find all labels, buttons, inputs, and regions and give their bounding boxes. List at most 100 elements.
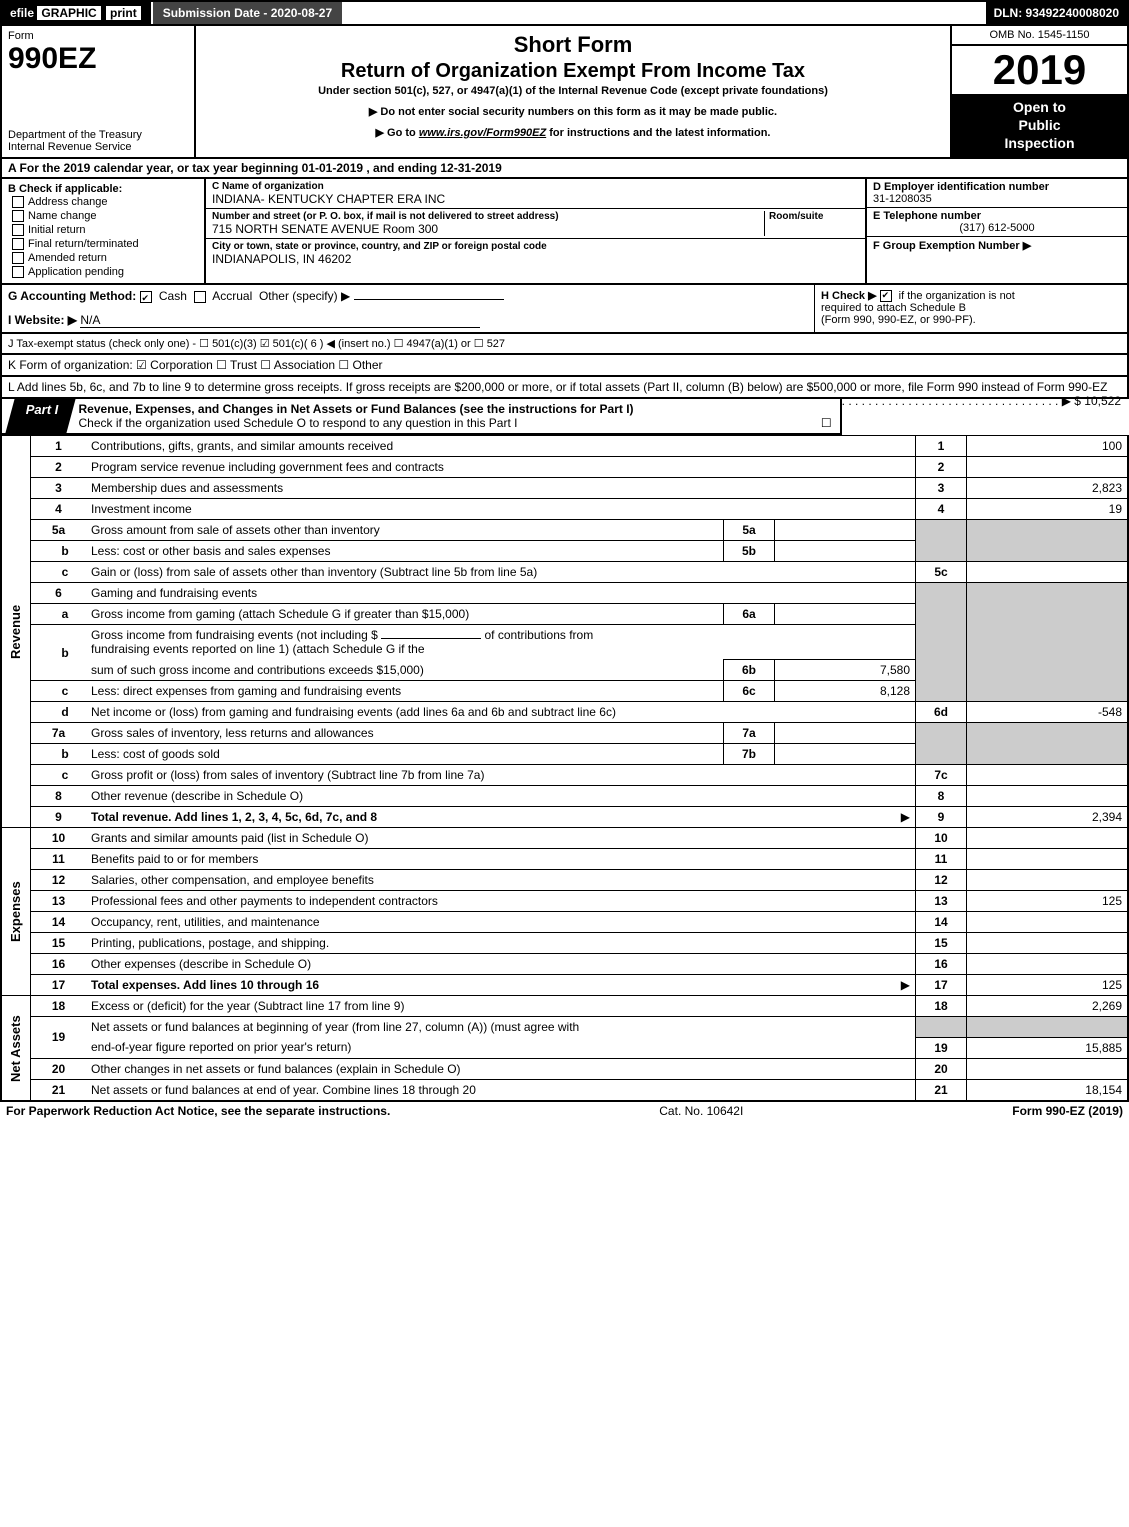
table-row: 8 Other revenue (describe in Schedule O)… bbox=[1, 786, 1128, 807]
shaded-cell bbox=[916, 520, 967, 562]
checkbox-icon[interactable] bbox=[12, 210, 24, 222]
l-text: L Add lines 5b, 6c, and 7b to line 9 to … bbox=[8, 380, 1107, 394]
val-col bbox=[967, 912, 1129, 933]
line-no: b bbox=[31, 625, 87, 681]
other-specify-line[interactable] bbox=[354, 299, 504, 300]
table-row: 15 Printing, publications, postage, and … bbox=[1, 933, 1128, 954]
line-desc: Gross amount from sale of assets other t… bbox=[86, 520, 724, 541]
line-desc: Less: cost or other basis and sales expe… bbox=[86, 541, 724, 562]
line-desc: Gross income from fundraising events (no… bbox=[86, 625, 916, 660]
contrib-blank[interactable] bbox=[381, 638, 481, 639]
org-info: C Name of organization INDIANA- KENTUCKY… bbox=[206, 179, 865, 284]
table-row: c Gain or (loss) from sale of assets oth… bbox=[1, 562, 1128, 583]
print-label[interactable]: print bbox=[106, 6, 141, 20]
line-g: G Accounting Method: Cash Accrual Other … bbox=[8, 289, 808, 303]
irs-link[interactable]: www.irs.gov/Form990EZ bbox=[419, 127, 546, 139]
note2-pre: ▶ Go to bbox=[376, 127, 419, 139]
table-row: 6 Gaming and fundraising events bbox=[1, 583, 1128, 604]
num-col: 9 bbox=[916, 807, 967, 828]
table-row: Net Assets 18 Excess or (deficit) for th… bbox=[1, 996, 1128, 1017]
line-no: 2 bbox=[31, 457, 87, 478]
short-form-title: Short Form bbox=[202, 32, 944, 58]
dept-line1: Department of the Treasury bbox=[8, 129, 188, 141]
chk-text: Final return/terminated bbox=[28, 238, 139, 250]
tax-year: 2019 bbox=[952, 46, 1127, 94]
checkbox-h-icon[interactable] bbox=[880, 290, 892, 302]
part-1-title: Revenue, Expenses, and Changes in Net As… bbox=[71, 399, 840, 433]
checkbox-icon[interactable] bbox=[12, 224, 24, 236]
shaded-cell bbox=[916, 723, 967, 765]
checkbox-icon[interactable] bbox=[12, 238, 24, 250]
part1-check-box[interactable]: ☐ bbox=[821, 416, 832, 430]
h-text1: if the organization is not bbox=[899, 290, 1015, 302]
row-g-h-i: G Accounting Method: Cash Accrual Other … bbox=[0, 285, 1129, 334]
inspection-l2: Public bbox=[956, 116, 1123, 134]
num-col: 18 bbox=[916, 996, 967, 1017]
graphic-label: GRAPHIC bbox=[37, 6, 100, 20]
g-cash: Cash bbox=[159, 289, 187, 303]
under-section: Under section 501(c), 527, or 4947(a)(1)… bbox=[202, 85, 944, 97]
g-other: Other (specify) ▶ bbox=[259, 289, 350, 303]
check-b: B Check if applicable: Address change Na… bbox=[2, 179, 206, 284]
table-row: 3 Membership dues and assessments 3 2,82… bbox=[1, 478, 1128, 499]
checkbox-icon[interactable] bbox=[12, 252, 24, 264]
line-desc: end-of-year figure reported on prior yea… bbox=[86, 1037, 916, 1058]
checkbox-icon[interactable] bbox=[12, 266, 24, 278]
inner-num: 6c bbox=[724, 681, 775, 702]
line-desc: sum of such gross income and contributio… bbox=[86, 660, 724, 681]
inspection-box: Open to Public Inspection bbox=[952, 94, 1127, 157]
check-b-label: B Check if applicable: bbox=[8, 183, 198, 195]
chk-text: Initial return bbox=[28, 224, 85, 236]
topbar-left: efile GRAPHIC print Submission Date - 20… bbox=[2, 2, 342, 24]
line-no: 15 bbox=[31, 933, 87, 954]
l9-desc: Total revenue. Add lines 1, 2, 3, 4, 5c,… bbox=[91, 810, 377, 824]
line-desc: Program service revenue including govern… bbox=[86, 457, 916, 478]
num-col: 3 bbox=[916, 478, 967, 499]
l17-desc: Total expenses. Add lines 10 through 16 bbox=[91, 978, 319, 992]
val-col: 19 bbox=[967, 499, 1129, 520]
num-col: 1 bbox=[916, 436, 967, 457]
check-item-pending[interactable]: Application pending bbox=[12, 265, 198, 279]
line-no: 11 bbox=[31, 849, 87, 870]
inner-val bbox=[775, 723, 916, 744]
checkbox-accrual-icon[interactable] bbox=[194, 291, 206, 303]
c-value: INDIANA- KENTUCKY CHAPTER ERA INC bbox=[212, 192, 859, 206]
arrow-icon: ▶ bbox=[901, 978, 910, 992]
d-value: 31-1208035 bbox=[873, 193, 1121, 205]
line-no: 20 bbox=[31, 1058, 87, 1079]
line-no: 7a bbox=[31, 723, 87, 744]
table-row: 21 Net assets or fund balances at end of… bbox=[1, 1079, 1128, 1101]
check-item-name[interactable]: Name change bbox=[12, 209, 198, 223]
line-no: 19 bbox=[31, 1017, 87, 1059]
check-item-address[interactable]: Address change bbox=[12, 195, 198, 209]
top-bar: efile GRAPHIC print Submission Date - 20… bbox=[0, 0, 1129, 26]
city-label: City or town, state or province, country… bbox=[212, 241, 859, 252]
table-row: d Net income or (loss) from gaming and f… bbox=[1, 702, 1128, 723]
arrow-icon: ▶ bbox=[901, 810, 910, 824]
table-row: 20 Other changes in net assets or fund b… bbox=[1, 1058, 1128, 1079]
line-desc: Gross profit or (loss) from sales of inv… bbox=[86, 765, 916, 786]
line-i: I Website: ▶ N/A bbox=[8, 313, 808, 328]
table-row: 13 Professional fees and other payments … bbox=[1, 891, 1128, 912]
note-goto: ▶ Go to www.irs.gov/Form990EZ for instru… bbox=[202, 126, 944, 139]
num-col: 13 bbox=[916, 891, 967, 912]
line-no: 4 bbox=[31, 499, 87, 520]
check-item-initial[interactable]: Initial return bbox=[12, 223, 198, 237]
row-k: K Form of organization: ☑ Corporation ☐ … bbox=[0, 355, 1129, 377]
l6b-d3: fundraising events reported on line 1) (… bbox=[91, 642, 425, 656]
line-no: 3 bbox=[31, 478, 87, 499]
check-item-final[interactable]: Final return/terminated bbox=[12, 237, 198, 251]
table-row: 16 Other expenses (describe in Schedule … bbox=[1, 954, 1128, 975]
line-no: d bbox=[31, 702, 87, 723]
table-row: c Gross profit or (loss) from sales of i… bbox=[1, 765, 1128, 786]
num-col: 6d bbox=[916, 702, 967, 723]
d-label: D Employer identification number bbox=[873, 181, 1121, 193]
val-col bbox=[967, 765, 1129, 786]
line-desc: Occupancy, rent, utilities, and maintena… bbox=[86, 912, 916, 933]
row-l: L Add lines 5b, 6c, and 7b to line 9 to … bbox=[0, 377, 1129, 399]
checkbox-icon[interactable] bbox=[12, 196, 24, 208]
chk-text: Application pending bbox=[28, 266, 124, 278]
check-item-amended[interactable]: Amended return bbox=[12, 251, 198, 265]
checkbox-cash-icon[interactable] bbox=[140, 291, 152, 303]
row-j: J Tax-exempt status (check only one) - ☐… bbox=[0, 334, 1129, 355]
